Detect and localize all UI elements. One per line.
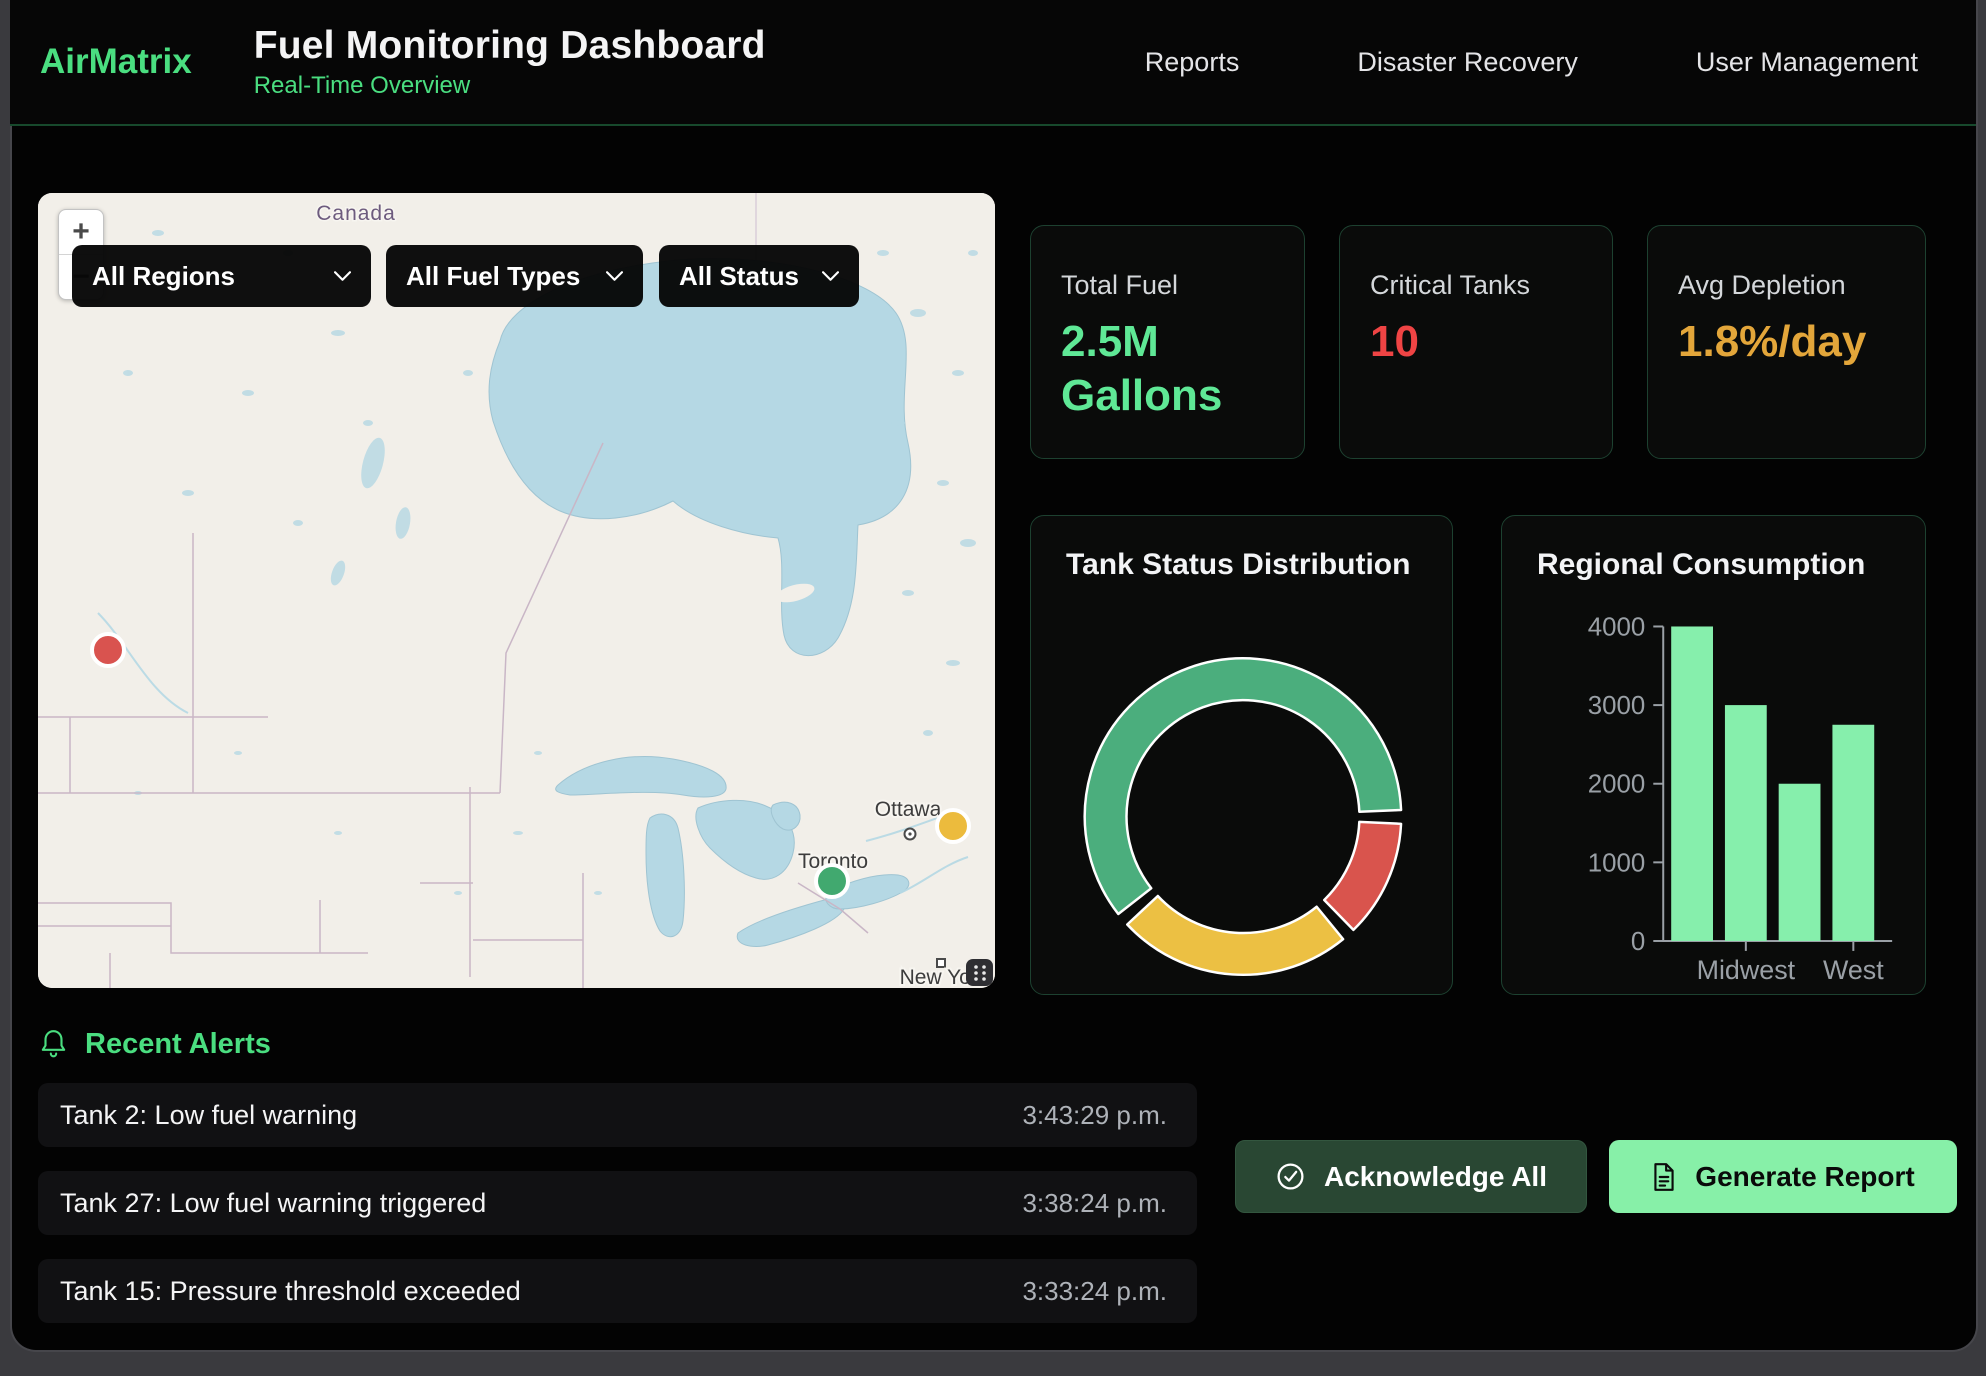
- great-lakes: [555, 756, 910, 947]
- alert-text: Tank 15: Pressure threshold exceeded: [60, 1275, 521, 1306]
- x-tick-label: Midwest: [1697, 955, 1796, 985]
- acknowledge-all-label: Acknowledge All: [1323, 1160, 1547, 1192]
- stat-value: 2.5M Gallons: [1061, 317, 1223, 420]
- bar-2: [1778, 783, 1821, 941]
- chevron-down-icon: [822, 271, 839, 281]
- bar-3: [1832, 724, 1875, 941]
- y-tick-label: 2000: [1588, 771, 1646, 799]
- app-logo: AirMatrix: [40, 42, 192, 81]
- alert-row: Tank 2: Low fuel warning 3:43:29 p.m.: [38, 1083, 1197, 1147]
- x-tick-label: West: [1823, 955, 1884, 985]
- nav-user-management[interactable]: User Management: [1695, 46, 1918, 77]
- acknowledge-all-button[interactable]: Acknowledge All: [1235, 1140, 1587, 1213]
- fuel-type-filter-value: All Fuel Types: [406, 260, 581, 291]
- admin-borders: [38, 442, 869, 988]
- bell-icon: [41, 1030, 66, 1058]
- status-filter-select[interactable]: All Status: [659, 245, 859, 307]
- document-icon: [1654, 1162, 1674, 1191]
- bar-chart-title: Regional Consumption: [1537, 548, 1866, 581]
- tank-status-donut-chart: [1083, 657, 1403, 976]
- region-filter-value: All Regions: [92, 260, 236, 291]
- generate-report-button[interactable]: Generate Report: [1609, 1140, 1957, 1213]
- stat-label: Total Fuel: [1061, 270, 1179, 300]
- alert-timestamp: 3:38:24 p.m.: [1022, 1187, 1167, 1218]
- donut-segment-red: [1322, 820, 1403, 932]
- bar-0: [1671, 626, 1713, 941]
- donut-chart-title: Tank Status Distribution: [1066, 548, 1411, 581]
- y-tick-label: 0: [1631, 928, 1645, 956]
- alerts-header: Recent Alerts: [38, 1022, 271, 1066]
- donut-segment-yellow: [1126, 894, 1345, 976]
- generate-report-label: Generate Report: [1695, 1160, 1915, 1192]
- alert-text: Tank 2: Low fuel warning: [60, 1099, 358, 1130]
- page-title: Fuel Monitoring Dashboard: [253, 24, 766, 67]
- page-subtitle: Real-Time Overview: [253, 72, 471, 99]
- nav-reports[interactable]: Reports: [1144, 46, 1240, 77]
- donut-chart-card: Tank Status Distribution: [1030, 515, 1453, 995]
- stat-card-critical-tanks: Critical Tanks 10: [1339, 225, 1613, 459]
- stat-label: Avg Depletion: [1678, 270, 1846, 300]
- alert-row: Tank 15: Pressure threshold exceeded 3:3…: [38, 1259, 1197, 1323]
- drag-dots-icon: [973, 964, 986, 981]
- alerts-title: Recent Alerts: [85, 1027, 271, 1060]
- alert-timestamp: 3:43:29 p.m.: [1022, 1099, 1167, 1130]
- small-lakes: [123, 230, 978, 895]
- bar-chart-card: Regional Consumption 0 1000 2000 3000 4000 Mi…: [1501, 515, 1926, 995]
- stat-label: Critical Tanks: [1370, 270, 1531, 300]
- nav-disaster-recovery[interactable]: Disaster Recovery: [1357, 46, 1578, 77]
- check-circle-icon: [1277, 1163, 1304, 1190]
- main-nav: Reports Disaster Recovery User Managemen…: [1145, 47, 1918, 78]
- map-base: [38, 193, 995, 988]
- header: AirMatrix Fuel Monitoring Dashboard Real…: [10, 0, 1976, 126]
- alert-text: Tank 27: Low fuel warning triggered: [60, 1187, 487, 1218]
- y-tick-label: 4000: [1588, 613, 1646, 641]
- resize-handle[interactable]: [966, 959, 993, 986]
- alert-timestamp: 3:33:24 p.m.: [1022, 1275, 1167, 1306]
- title-block: Fuel Monitoring Dashboard Real-Time Over…: [254, 24, 766, 100]
- stat-card-avg-depletion: Avg Depletion 1.8%/day: [1647, 225, 1926, 459]
- stat-value: 10: [1370, 317, 1419, 366]
- chevron-down-icon: [334, 271, 351, 281]
- stat-value: 1.8%/day: [1678, 317, 1867, 366]
- zoom-in-button[interactable]: +: [72, 215, 90, 248]
- fuel-type-filter-select[interactable]: All Fuel Types: [386, 245, 643, 307]
- stat-card-total-fuel: Total Fuel 2.5M Gallons: [1030, 225, 1305, 459]
- status-filter-value: All Status: [679, 260, 799, 291]
- chevron-down-icon: [606, 271, 623, 281]
- alert-row: Tank 27: Low fuel warning triggered 3:38…: [38, 1171, 1197, 1235]
- bar-1: [1724, 705, 1767, 941]
- region-filter-select[interactable]: All Regions: [72, 245, 371, 307]
- y-tick-label: 1000: [1588, 849, 1646, 877]
- akimiski-island: [775, 583, 815, 603]
- regional-consumption-bar-chart: 0 1000 2000 3000 4000 Midwest West: [1588, 613, 1893, 985]
- donut-segment-green: [1083, 657, 1403, 916]
- y-tick-label: 3000: [1588, 692, 1646, 720]
